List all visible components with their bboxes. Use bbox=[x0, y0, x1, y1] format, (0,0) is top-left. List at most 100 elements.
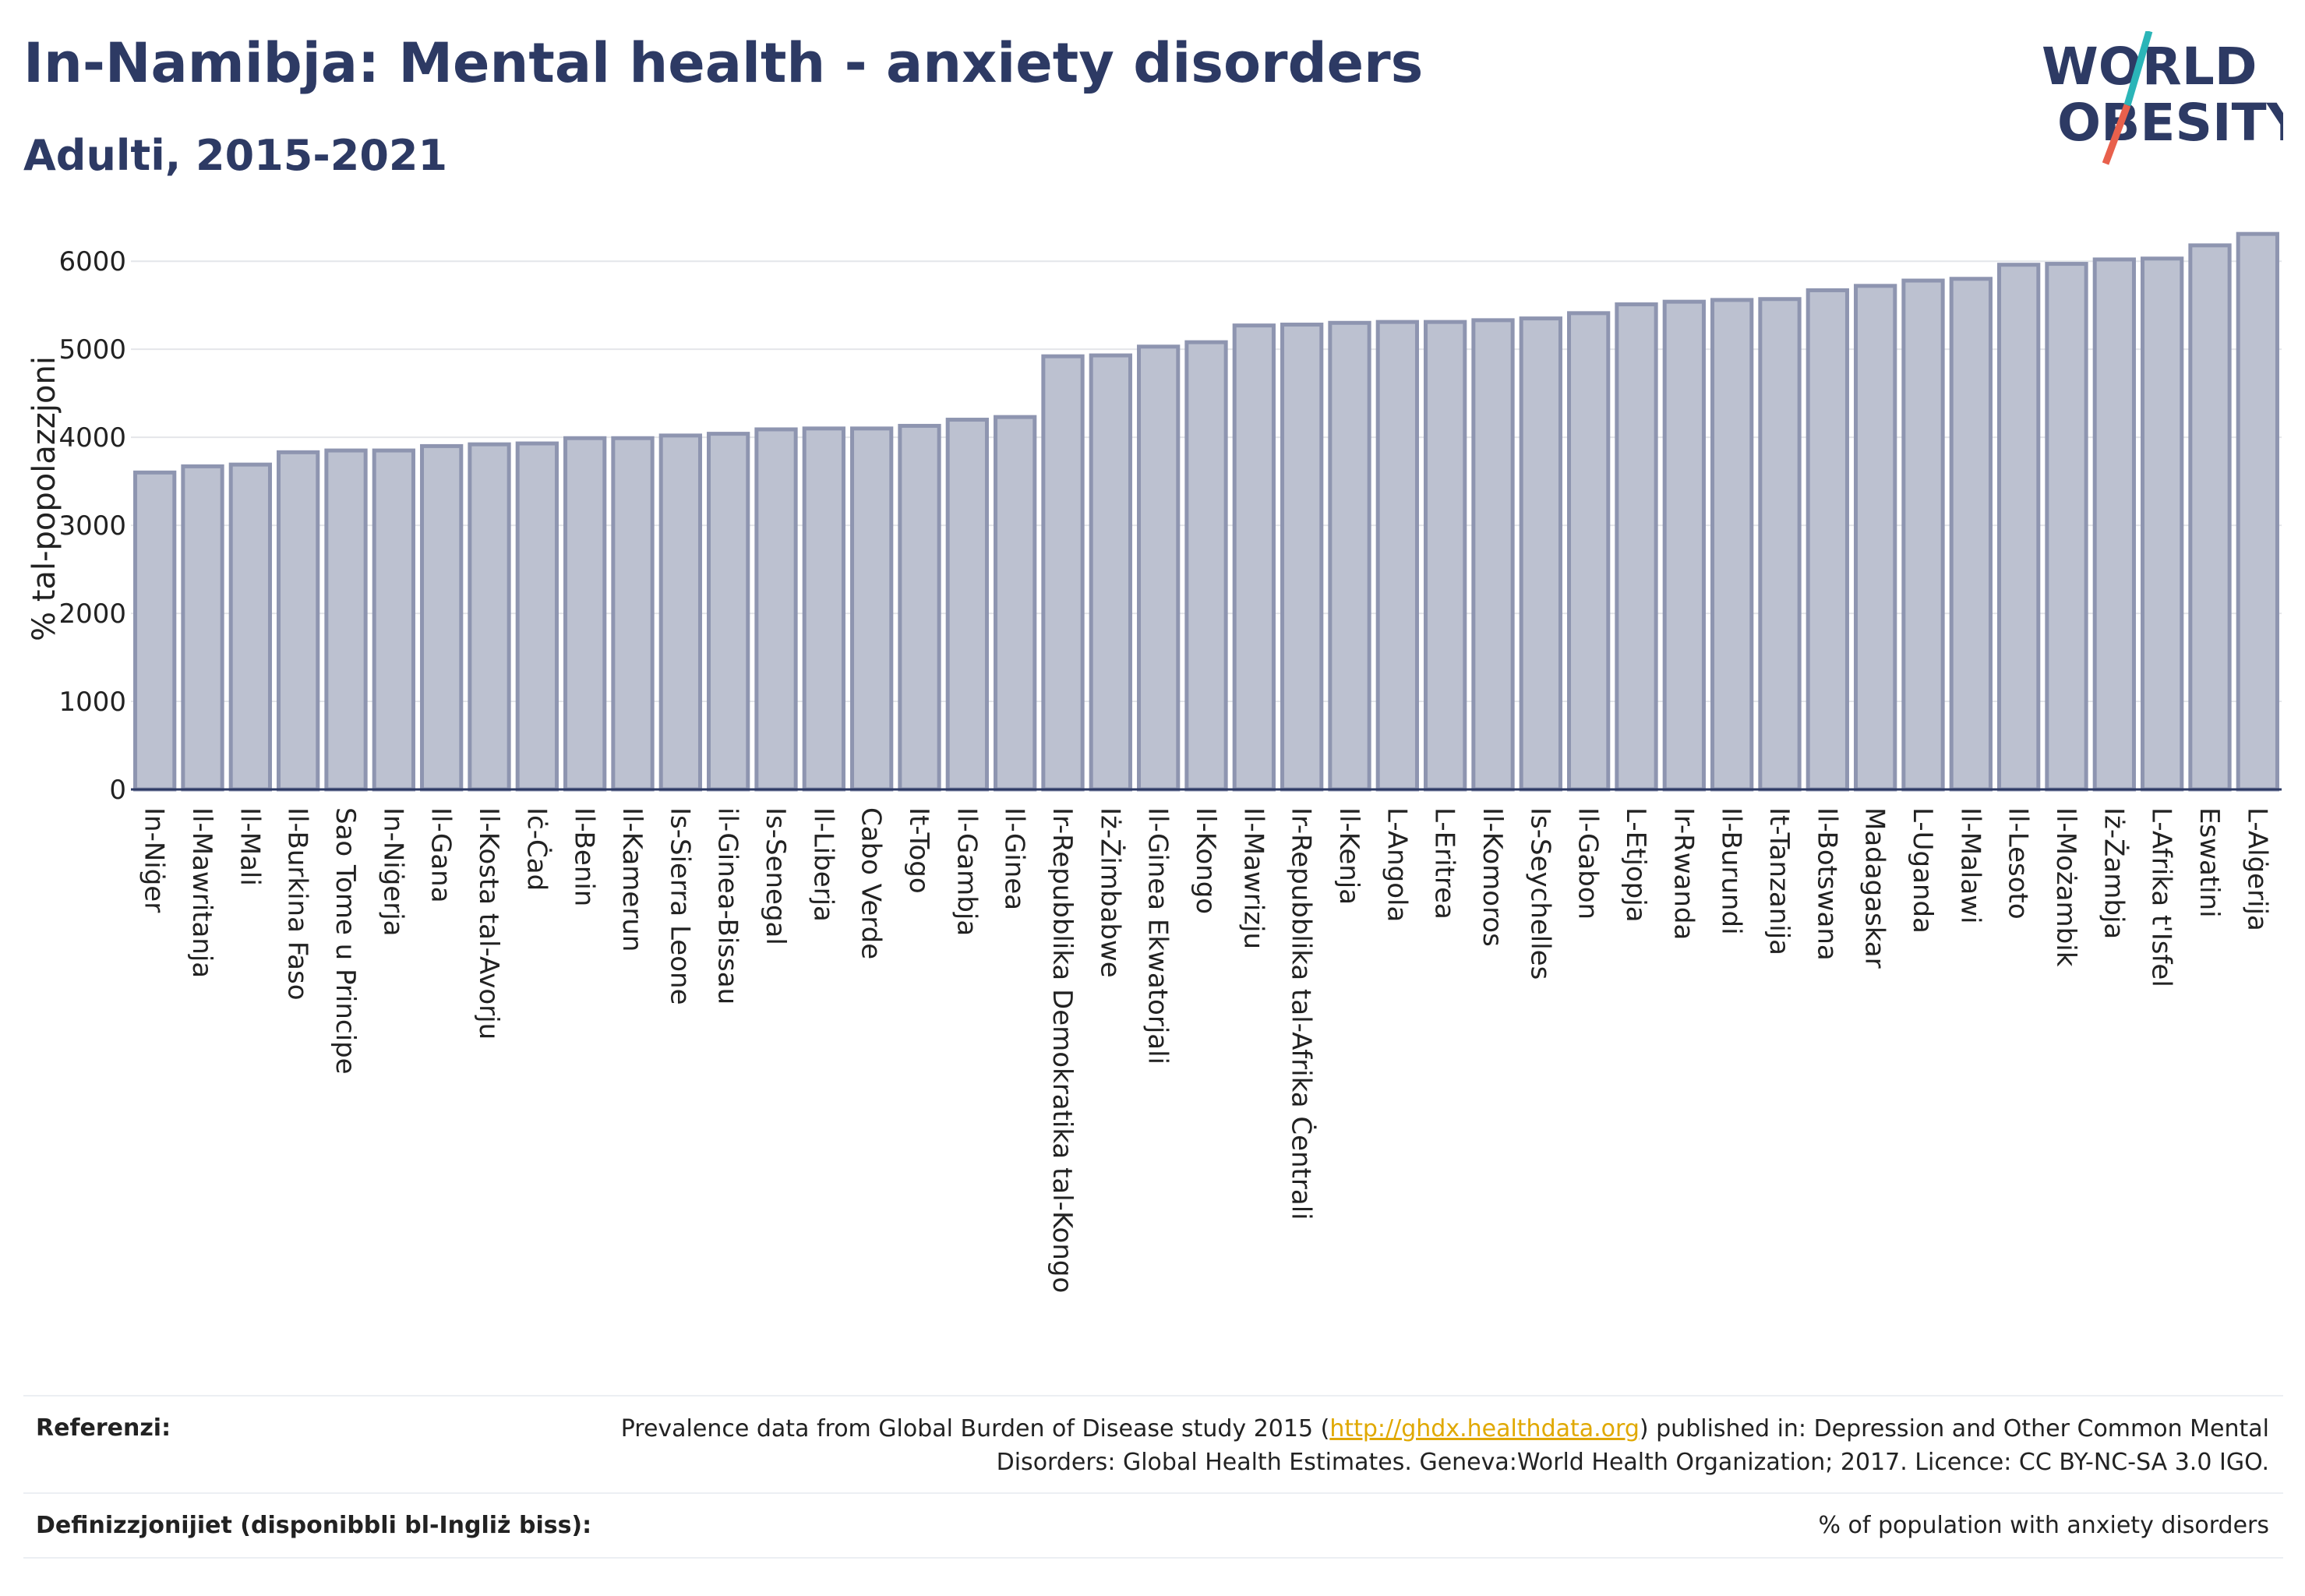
x-category-label: Ir-Repubblika tal-Afrika Ċentrali bbox=[1286, 807, 1318, 1220]
x-category-label: L-Alġerija bbox=[2241, 807, 2272, 931]
y-tick-label: 5000 bbox=[58, 334, 126, 365]
world-obesity-logo: WORLD OBESITY bbox=[2042, 31, 2283, 165]
references-text-after: ) published in: Depression and Other Com… bbox=[996, 1415, 2269, 1476]
bar-chart: 0 1000 2000 3000 4000 5000 6000 In-Niġer Il-Maw… bbox=[26, 231, 2282, 1293]
x-category-label: Il-Benin bbox=[569, 807, 600, 906]
bar bbox=[277, 450, 320, 792]
bar bbox=[898, 423, 941, 792]
x-category-label: Il-Możambik bbox=[2050, 807, 2081, 967]
x-category-label: Il-Liberja bbox=[807, 807, 838, 922]
x-category-label: Il-Ginea bbox=[999, 807, 1030, 910]
x-category-label: Il-Lesoto bbox=[2003, 807, 2034, 920]
y-tick-label: 0 bbox=[109, 775, 126, 806]
bar bbox=[324, 448, 368, 792]
x-category-label: Is-Seychelles bbox=[1524, 807, 1555, 980]
bar bbox=[1137, 344, 1181, 792]
x-category-label: Iċ-Ċad bbox=[521, 807, 552, 891]
x-category-label: Il-Komoros bbox=[1477, 807, 1508, 947]
logo-slash-bottom bbox=[2102, 104, 2131, 165]
x-category-label: Il-Gabon bbox=[1573, 807, 1604, 920]
x-category-label: Is-Sierra Leone bbox=[664, 807, 695, 1005]
bar bbox=[1471, 318, 1515, 792]
bar bbox=[1041, 354, 1085, 792]
bar bbox=[2045, 262, 2088, 792]
x-category-label: Il-Burundi bbox=[1716, 807, 1747, 935]
y-tick-label: 2000 bbox=[58, 598, 126, 630]
x-category-label: In-Niġerja bbox=[377, 807, 408, 936]
bar bbox=[1328, 320, 1371, 792]
bar bbox=[1949, 277, 1993, 792]
bar bbox=[754, 427, 798, 792]
bar bbox=[1662, 299, 1706, 792]
bar bbox=[707, 432, 750, 792]
x-category-label: Cabo Verde bbox=[856, 807, 887, 959]
x-category-label: Eswatini bbox=[2194, 807, 2225, 918]
x-category-label: Iż-Żambja bbox=[2098, 807, 2129, 939]
bar bbox=[1232, 323, 1276, 792]
bar bbox=[994, 415, 1037, 792]
x-category-label: il-Ginea-Bissau bbox=[712, 807, 743, 1005]
references-label: Referenzi: bbox=[36, 1414, 171, 1442]
bar bbox=[2188, 243, 2232, 792]
bar bbox=[1854, 284, 1897, 792]
bar bbox=[1375, 320, 1419, 792]
bar bbox=[1567, 311, 1611, 792]
bar bbox=[420, 443, 464, 792]
bar bbox=[133, 470, 177, 792]
x-category-label: Il-Mali bbox=[234, 807, 265, 886]
x-category-label: Iż-Żimbabwe bbox=[1094, 807, 1125, 978]
bar bbox=[468, 442, 511, 792]
x-category-label: Il-Ginea Ekwatorjali bbox=[1142, 807, 1174, 1065]
y-tick-label: 3000 bbox=[58, 510, 126, 542]
x-category-label: L-Eritrea bbox=[1429, 807, 1460, 920]
definitions-text: % of population with anxiety disorders bbox=[1818, 1512, 2269, 1539]
footer-divider-middle bbox=[23, 1492, 2283, 1494]
bar bbox=[1280, 323, 1324, 792]
x-category-label: Sao Tome u Principe bbox=[330, 807, 361, 1075]
bar bbox=[372, 448, 415, 792]
y-tick-label: 1000 bbox=[58, 687, 126, 718]
x-category-label: Il-Kongo bbox=[1190, 807, 1221, 914]
x-category-label: Ir-Repubblika Demokratika tal-Kongo bbox=[1047, 807, 1078, 1293]
chart-title: In-Namibja: Mental health - anxiety diso… bbox=[23, 31, 1424, 95]
y-tick-label: 6000 bbox=[58, 246, 126, 277]
x-category-label: Il-Burkina Faso bbox=[282, 807, 313, 1001]
bar bbox=[611, 436, 655, 792]
x-category-label: Il-Kamerun bbox=[616, 807, 648, 952]
y-axis-ticks: 0 1000 2000 3000 4000 5000 6000 bbox=[58, 246, 126, 806]
bar bbox=[515, 441, 559, 792]
logo-line1: WORLD bbox=[2042, 37, 2257, 97]
x-category-label: Madagaskar bbox=[1859, 807, 1890, 969]
x-category-label: Il-Mawritanja bbox=[186, 807, 217, 978]
logo-slash-top bbox=[2123, 31, 2153, 107]
references-text-before: Prevalence data from Global Burden of Di… bbox=[620, 1415, 1330, 1442]
x-category-label: Il-Gana bbox=[425, 807, 457, 903]
footer-divider-top bbox=[23, 1395, 2283, 1396]
references-link[interactable]: http://ghdx.healthdata.org bbox=[1329, 1415, 1640, 1442]
x-category-label: Ir-Rwanda bbox=[1668, 807, 1699, 940]
bar bbox=[1184, 340, 1228, 792]
x-category-label: It-Tanzanija bbox=[1763, 807, 1795, 955]
bar bbox=[181, 464, 224, 792]
logo-line2: OBESITY bbox=[2057, 93, 2283, 153]
x-category-label: Il-Malawi bbox=[1954, 807, 1986, 923]
bar bbox=[1710, 298, 1754, 792]
bar bbox=[945, 418, 989, 792]
bars bbox=[133, 231, 2279, 792]
bar bbox=[802, 426, 845, 792]
bar bbox=[1424, 320, 1467, 792]
bar bbox=[1997, 263, 2041, 792]
y-axis-label: % tal-popolazzjoni bbox=[26, 356, 62, 641]
x-category-label: Il-Kenja bbox=[1333, 807, 1364, 905]
x-category-label: Il-Mawrizju bbox=[1237, 807, 1269, 949]
x-axis-categories: In-Niġer Il-Mawritanja Il-Mali Il-Burkina F… bbox=[139, 807, 2273, 1293]
definitions-label: Definizzjonijiet (disponibbli bl-Ingliż … bbox=[36, 1512, 592, 1539]
bar bbox=[658, 433, 702, 792]
x-category-label: Il-Kosta tal-Avorju bbox=[473, 807, 504, 1040]
bar bbox=[228, 462, 272, 792]
bar bbox=[1615, 302, 1658, 792]
bar bbox=[1519, 316, 1562, 792]
x-category-label: Il-Gambja bbox=[951, 807, 982, 936]
references-text: Prevalence data from Global Burden of Di… bbox=[555, 1412, 2269, 1479]
x-category-label: In-Niġer bbox=[139, 807, 170, 913]
